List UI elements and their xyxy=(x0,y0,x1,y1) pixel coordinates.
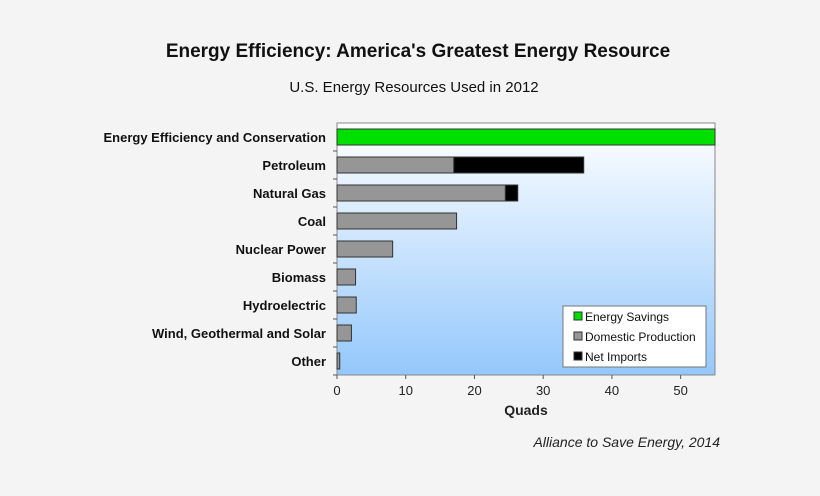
x-tick-label: 0 xyxy=(333,383,340,398)
bar-net-imports xyxy=(453,156,585,174)
y-tick-label: Coal xyxy=(298,214,326,229)
y-tick-label: Energy Efficiency and Conservation xyxy=(103,130,326,145)
x-tick-label: 40 xyxy=(605,383,619,398)
legend-swatch xyxy=(573,331,583,341)
bar-domestic-production xyxy=(336,212,458,230)
bar-domestic-production xyxy=(336,156,455,174)
y-tick-label: Nuclear Power xyxy=(236,242,326,257)
y-tick-label: Petroleum xyxy=(262,158,326,173)
bar-domestic-production xyxy=(336,240,394,258)
chart-title: Energy Efficiency: America's Greatest En… xyxy=(166,41,670,62)
x-tick-label: 20 xyxy=(467,383,481,398)
legend-label: Net Imports xyxy=(585,350,647,364)
bar-domestic-production xyxy=(336,324,352,342)
x-axis-label: Quads xyxy=(504,402,548,418)
x-tick-label: 30 xyxy=(536,383,550,398)
legend: Energy Savings Domestic Production Net Imp… xyxy=(562,305,707,368)
legend-label: Domestic Production xyxy=(585,330,696,344)
bar-energy-savings xyxy=(336,128,716,146)
y-tick-label: Hydroelectric xyxy=(243,298,326,313)
y-tick-label: Other xyxy=(291,354,326,369)
legend-label: Energy Savings xyxy=(585,310,669,324)
y-tick-label: Biomass xyxy=(272,270,326,285)
x-tick-label: 10 xyxy=(398,383,412,398)
bar-domestic-production xyxy=(336,296,357,314)
source-note: Alliance to Save Energy, 2014 xyxy=(532,434,720,450)
chart-subtitle: U.S. Energy Resources Used in 2012 xyxy=(289,79,538,96)
legend-swatch xyxy=(573,351,583,361)
bar-domestic-production xyxy=(336,352,341,370)
y-tick-label: Wind, Geothermal and Solar xyxy=(152,326,326,341)
bar-domestic-production xyxy=(336,184,506,202)
y-tick-label: Natural Gas xyxy=(253,186,326,201)
bar-net-imports xyxy=(504,184,519,202)
bar-domestic-production xyxy=(336,268,357,286)
x-tick-label: 50 xyxy=(673,383,687,398)
legend-swatch xyxy=(573,311,583,321)
